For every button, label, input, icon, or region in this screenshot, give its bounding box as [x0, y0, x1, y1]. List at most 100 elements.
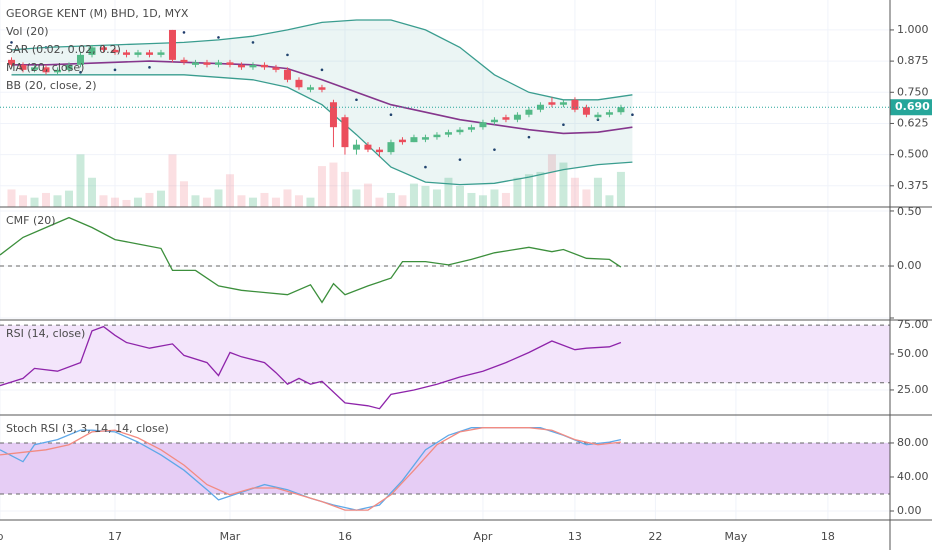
candle-body [364, 144, 372, 150]
candle-body [203, 62, 211, 65]
candle-body [42, 67, 50, 73]
volume-bar [605, 195, 614, 207]
sar-dot [355, 98, 358, 102]
y-tick-label: 0.750 [897, 85, 929, 98]
volume-bar [191, 195, 200, 207]
volume-bar [317, 166, 326, 207]
volume-bar [168, 154, 177, 207]
candle-body [111, 49, 119, 53]
candle-body [191, 62, 199, 65]
candle-body [260, 64, 268, 68]
legend-overlay: BB (20, close, 2) [6, 79, 97, 92]
candle-body [352, 144, 360, 150]
pane-title: Stoch RSI (3, 3, 14, 14, close) [6, 422, 169, 435]
volume-bar [18, 195, 27, 207]
candle-body [433, 134, 441, 138]
volume-bar [398, 195, 407, 207]
sar-dot [320, 68, 324, 72]
sar-dot [389, 113, 393, 117]
volume-bar [490, 189, 499, 207]
volume-bar [363, 183, 372, 207]
candle-body [30, 67, 38, 70]
pane: 75.00 50.00 25.00 RSI (14, close) [0, 317, 932, 416]
candle-body [88, 47, 96, 55]
volume-bar [513, 177, 522, 207]
candle-body [341, 117, 349, 148]
volume-bar [76, 154, 85, 207]
candle-body [99, 47, 107, 50]
pane: 0.50 0.00 CMF (20) [0, 205, 932, 321]
volume-bar [7, 189, 16, 207]
volume-bar [547, 154, 556, 207]
candle-body [444, 132, 452, 135]
volume-bar [559, 162, 568, 207]
candle-body [295, 79, 303, 88]
sar-dot [251, 41, 255, 44]
y-tick-label: 1.000 [897, 23, 929, 36]
candle-body [617, 107, 625, 113]
candle-body [329, 102, 337, 128]
x-tick-label: b [0, 530, 4, 543]
y-tick-label: 25.00 [897, 383, 929, 396]
volume-bar [225, 174, 234, 207]
sar-dot [182, 31, 186, 34]
volume-bar [41, 192, 50, 207]
volume-bar [99, 195, 108, 207]
volume-bar [386, 192, 395, 207]
candle-body [180, 59, 188, 63]
volume-bar [271, 197, 280, 207]
candle-body [157, 52, 165, 55]
x-tick-label: Mar [220, 530, 241, 543]
pane-body [0, 427, 890, 511]
volume-bar [260, 192, 269, 207]
volume-bar [352, 189, 361, 207]
volume-bar [145, 192, 154, 207]
candle-body [490, 119, 498, 123]
candle-body [502, 117, 510, 120]
candle-body [421, 137, 429, 140]
candle-body [272, 67, 280, 70]
candle-body [134, 52, 142, 55]
sar-dot [10, 41, 13, 44]
bb-upper [11, 19, 633, 101]
candle-body [226, 62, 234, 65]
sar-dot [113, 68, 117, 72]
volume-bar [87, 177, 96, 207]
sar-dot [286, 53, 289, 57]
volume-bar [616, 171, 625, 207]
volume-bar [329, 162, 338, 207]
volume-bar [375, 197, 384, 207]
candle-body [571, 99, 579, 110]
y-tick-label: 0.50 [897, 205, 922, 218]
volume-bar [110, 197, 119, 207]
y-tick-label: 50.00 [897, 347, 929, 360]
sar-dot [217, 36, 220, 39]
bb-lower [11, 74, 633, 186]
volume-bar [294, 195, 303, 207]
legend-volume: Vol (20) [6, 25, 49, 38]
candle-body [306, 87, 314, 90]
sar-dot [493, 148, 496, 151]
volume-bar [409, 183, 418, 207]
candle-body [479, 122, 487, 128]
volume-bar [179, 181, 188, 207]
y-tick-label: 0.500 [897, 148, 929, 161]
volume-bar [133, 197, 142, 207]
sar-dot [527, 135, 531, 139]
pane-body [0, 324, 890, 410]
volume-bar [156, 190, 165, 207]
x-tick-label: 17 [108, 530, 122, 543]
candle-body [249, 64, 257, 68]
x-tick-label: 22 [648, 530, 662, 543]
legend-overlay: SAR (0.02, 0.02, 0.2) [6, 43, 121, 56]
candle-body [318, 87, 326, 90]
candle-body [122, 52, 130, 55]
ma-line [11, 60, 633, 135]
x-tick-label: 16 [338, 530, 352, 543]
x-tick-label: 18 [821, 530, 835, 543]
y-tick-label: 0.00 [897, 504, 922, 517]
candle-body [467, 127, 475, 130]
candle-body [76, 54, 84, 65]
volume-bar [421, 185, 430, 207]
